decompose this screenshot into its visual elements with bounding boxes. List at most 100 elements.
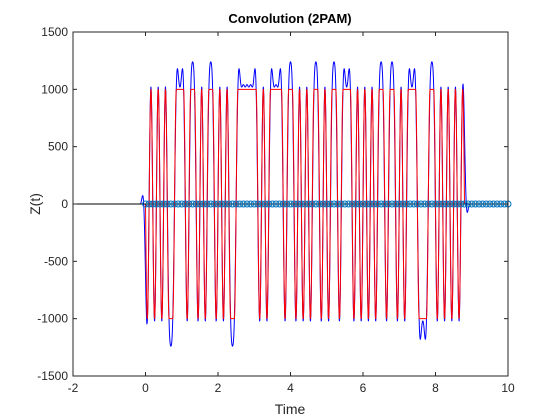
sample-marker (450, 200, 458, 208)
y-tick-label: -1000 (37, 312, 68, 326)
sample-marker (366, 200, 374, 208)
x-tick-label: 4 (287, 381, 294, 395)
x-tick-label: 10 (501, 381, 515, 395)
sample-marker (421, 200, 429, 208)
sample-marker (178, 200, 186, 208)
sample-marker (174, 200, 182, 208)
sample-marker (287, 200, 294, 208)
sample-marker (297, 200, 305, 208)
sample-marker (381, 200, 389, 208)
sample-marker (229, 200, 236, 208)
sample-marker (475, 200, 483, 208)
chart-title: Convolution (2PAM) (228, 11, 351, 26)
sample-marker (435, 200, 443, 208)
sample-marker (258, 200, 265, 208)
y-tick-label: -1500 (37, 369, 68, 383)
sample-marker (348, 200, 356, 208)
sample-marker (428, 200, 436, 208)
sample-marker (490, 200, 497, 208)
sample-marker (461, 200, 468, 208)
sample-marker (323, 200, 331, 208)
sample-marker (374, 200, 381, 208)
x-tick-label: -2 (68, 381, 79, 395)
y-tick-label: 500 (48, 140, 68, 154)
sample-marker (189, 200, 197, 208)
sample-marker (210, 200, 218, 208)
sample-marker (308, 200, 316, 208)
sample-marker (294, 200, 302, 208)
x-tick-label: 2 (215, 381, 222, 395)
sample-marker (392, 200, 400, 208)
sample-marker (243, 200, 251, 208)
sample-marker (439, 200, 447, 208)
sample-marker (493, 200, 501, 208)
sample-marker (384, 200, 392, 208)
y-axis-label: Z(t) (27, 193, 43, 215)
sample-marker (410, 200, 418, 208)
x-tick-label: 0 (142, 381, 149, 395)
sample-marker (370, 200, 378, 208)
sample-marker (334, 200, 342, 208)
sample-marker (142, 200, 149, 208)
sample-marker (254, 200, 262, 208)
axes-layer: -2 0 2 4 6 8 10 -1500 -1000 -500 0 500 1000 1500 (37, 25, 515, 395)
sample-marker (305, 200, 313, 208)
sample-marker (432, 200, 439, 208)
sample-marker (196, 200, 204, 208)
sample-marker (239, 200, 247, 208)
sample-marker (479, 200, 487, 208)
sample-marker (283, 200, 291, 208)
sample-marker (446, 200, 454, 208)
sample-marker (290, 200, 298, 208)
sample-marker (316, 200, 323, 208)
sample-marker (301, 200, 309, 208)
sample-marker (163, 200, 171, 208)
sample-marker (388, 200, 396, 208)
sample-marker (160, 200, 168, 208)
sample-marker (156, 200, 164, 208)
sample-marker (359, 200, 367, 208)
sample-marker (417, 200, 425, 208)
sample-marker (471, 200, 479, 208)
sample-marker (149, 200, 157, 208)
sample-marker (203, 200, 211, 208)
sample-marker (268, 200, 276, 208)
sample-marker (181, 200, 189, 208)
sample-marker (279, 200, 287, 208)
y-tick-label: -500 (44, 254, 68, 268)
sample-marker (225, 200, 233, 208)
y-tick-label: 1000 (41, 82, 68, 96)
sample-marker (207, 200, 215, 208)
sample-marker (319, 200, 327, 208)
sample-marker (377, 200, 385, 208)
y-tick-label: 1500 (41, 25, 68, 39)
sample-marker (265, 200, 273, 208)
sample-marker (345, 200, 352, 208)
sample-marker (468, 200, 476, 208)
sample-marker (261, 200, 269, 208)
sample-marker (145, 200, 153, 208)
sample-marker (232, 200, 240, 208)
sample-marker (152, 200, 160, 208)
sample-marker (341, 200, 349, 208)
sample-marker (442, 200, 450, 208)
sample-marker (497, 200, 505, 208)
sample-marker (236, 200, 244, 208)
sample-marker (424, 200, 432, 208)
sample-marker (403, 200, 410, 208)
sample-marker (167, 200, 175, 208)
sample-marker (200, 200, 207, 208)
x-tick-label: 6 (360, 381, 367, 395)
sample-marker (185, 200, 193, 208)
sample-marker (218, 200, 226, 208)
sample-marker (399, 200, 407, 208)
sample-marker (352, 200, 360, 208)
sample-marker (457, 200, 465, 208)
sample-marker (355, 200, 363, 208)
sample-marker (406, 200, 414, 208)
x-axis-label: Time (275, 401, 306, 417)
sample-marker (192, 200, 200, 208)
sample-marker (250, 200, 258, 208)
sample-marker (464, 200, 472, 208)
